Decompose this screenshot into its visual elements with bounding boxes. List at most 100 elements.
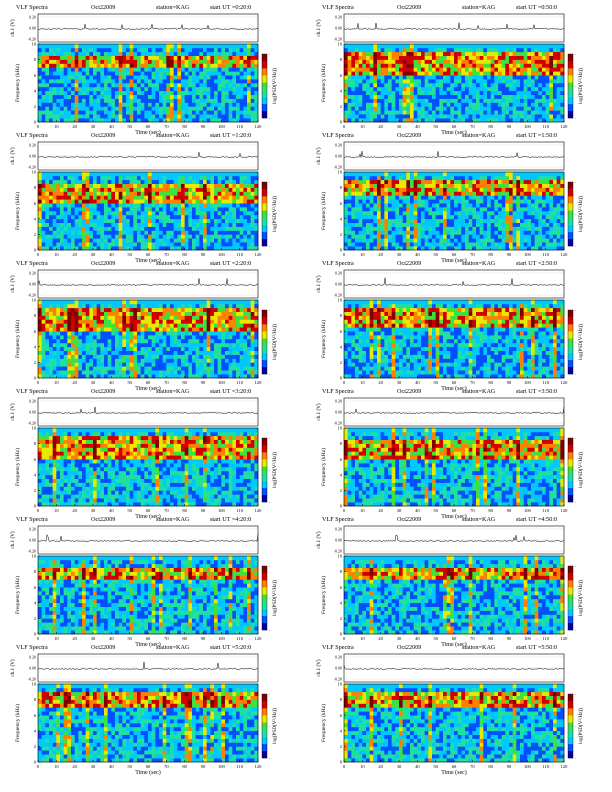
time-tick-label: 30 xyxy=(91,636,96,641)
time-tick-label: 100 xyxy=(524,380,532,385)
colorbar-label: log(PSD(V²/Hz)) xyxy=(577,452,584,488)
spectra-panel: VLF Spectra Oct22009 station=KAG start UT =… xyxy=(8,516,286,648)
colorbar-tick-label: - xyxy=(269,340,271,345)
time-tick-label: 70 xyxy=(470,764,475,769)
time-axis-label: Time (sec) xyxy=(135,385,161,392)
time-tick-label: 80 xyxy=(182,380,187,385)
time-tick-label: 40 xyxy=(109,636,114,641)
time-tick-label: 30 xyxy=(397,764,402,769)
colorbar-tick-label: - xyxy=(269,500,271,505)
colorbar: ---log(PSD(V²/Hz)) xyxy=(261,436,278,505)
amplitude-tick-label: 0.20 xyxy=(29,399,36,404)
panel-station: station=KAG xyxy=(462,516,496,523)
time-axis-label: Time (sec) xyxy=(441,513,467,520)
frequency-tick-label: 6 xyxy=(340,457,343,462)
colorbar-tick-label: - xyxy=(575,340,577,345)
time-tick-label: 110 xyxy=(542,124,549,129)
colorbar-tick-label: - xyxy=(269,116,271,121)
time-tick-label: 80 xyxy=(182,252,187,257)
frequency-tick-label: 0 xyxy=(340,504,343,509)
colorbar-tick-label: - xyxy=(575,372,577,377)
time-tick-label: 90 xyxy=(201,124,206,129)
spectrogram-svg: 0.20 0.00 -0.20 ch.1 (V) 0 2 4 6 8 10 Frequency (k… xyxy=(315,269,584,392)
panel-date: Oct22009 xyxy=(91,388,116,395)
colorbar: ---log(PSD(V²/Hz)) xyxy=(567,52,584,121)
colorbar-tick-label: - xyxy=(269,372,271,377)
colorbar-tick-label: - xyxy=(269,468,271,473)
time-tick-label: 80 xyxy=(182,636,187,641)
colorbar-label: log(PSD(V²/Hz)) xyxy=(577,580,584,616)
time-tick-label: 0 xyxy=(37,252,40,257)
colorbar-tick-label: - xyxy=(269,308,271,313)
frequency-axis-label: Frequency (kHz) xyxy=(320,64,327,102)
time-tick-label: 70 xyxy=(164,380,169,385)
amplitude-trace xyxy=(37,406,259,414)
amplitude-trace xyxy=(343,22,565,31)
time-tick-label: 30 xyxy=(91,508,96,513)
time-tick-label: 70 xyxy=(164,508,169,513)
time-axis-label: Time (sec) xyxy=(441,385,467,392)
time-tick-label: 90 xyxy=(201,508,206,513)
amplitude-tick-label: -0.20 xyxy=(28,421,36,426)
time-tick-label: 0 xyxy=(343,380,346,385)
amplitude-tick-label: 0.00 xyxy=(335,26,342,31)
panel-start-time: start UT =4:50:0 xyxy=(516,516,558,523)
colorbar: ---log(PSD(V²/Hz)) xyxy=(567,308,584,377)
spectra-panel: VLF Spectra Oct22009 station=KAG start UT =… xyxy=(314,132,592,264)
time-tick-label: 120 xyxy=(561,764,569,769)
colorbar-tick-label: - xyxy=(269,692,271,697)
amplitude-tick-label: 0.20 xyxy=(29,271,36,276)
amplitude-strip: 0.20 0.00 -0.20 ch.1 (V) xyxy=(315,269,565,299)
time-tick-label: 110 xyxy=(542,508,549,513)
amplitude-axis-label: ch.1 (V) xyxy=(9,147,16,165)
time-tick-label: 0 xyxy=(343,508,346,513)
time-tick-label: 0 xyxy=(37,636,40,641)
panel-start-time: start UT =3:20:0 xyxy=(210,388,252,395)
frequency-tick-label: 4 xyxy=(340,728,343,733)
time-tick-label: 80 xyxy=(488,764,493,769)
time-tick-label: 30 xyxy=(397,380,402,385)
time-tick-label: 20 xyxy=(72,252,77,257)
frequency-axis-label: Frequency (kHz) xyxy=(320,704,327,742)
colorbar-tick-label: - xyxy=(575,500,577,505)
frequency-axis-label: Frequency (kHz) xyxy=(14,576,21,614)
time-tick-label: 60 xyxy=(146,252,151,257)
time-tick-label: 100 xyxy=(218,764,226,769)
panel-title: VLF Spectra xyxy=(16,132,48,139)
time-tick-label: 30 xyxy=(91,764,96,769)
spectra-panel: VLF Spectra Oct22009 station=KAG start UT =… xyxy=(8,260,286,392)
colorbar-tick-label: - xyxy=(575,756,577,761)
time-tick-label: 100 xyxy=(524,508,532,513)
amplitude-tick-label: 0.20 xyxy=(29,655,36,660)
frequency-tick-label: 2 xyxy=(340,104,342,109)
colorbar-tick-label: - xyxy=(269,628,271,633)
time-tick-label: 80 xyxy=(488,508,493,513)
frequency-tick-label: 2 xyxy=(340,488,342,493)
amplitude-tick-label: 0.20 xyxy=(335,655,342,660)
time-axis-label: Time (sec) xyxy=(441,129,467,136)
amplitude-strip: 0.20 0.00 -0.20 ch.1 (V) xyxy=(315,653,565,683)
time-tick-label: 110 xyxy=(542,380,549,385)
amplitude-tick-label: -0.20 xyxy=(28,549,36,554)
frequency-tick-label: 0 xyxy=(34,504,37,509)
amplitude-tick-label: 0.00 xyxy=(29,26,36,31)
frequency-tick-label: 6 xyxy=(34,329,37,334)
time-tick-label: 120 xyxy=(255,508,263,513)
time-tick-label: 70 xyxy=(470,380,475,385)
amplitude-strip: 0.20 0.00 -0.20 ch.1 (V) xyxy=(9,397,259,427)
frequency-axis-label: Frequency (kHz) xyxy=(14,192,21,230)
colorbar-label: log(PSD(V²/Hz)) xyxy=(271,68,278,104)
amplitude-strip: 0.20 0.00 -0.20 ch.1 (V) xyxy=(315,525,565,555)
panel-date: Oct22009 xyxy=(397,260,422,267)
amplitude-tick-label: 0.00 xyxy=(335,282,342,287)
amplitude-strip: 0.20 0.00 -0.20 ch.1 (V) xyxy=(9,141,259,171)
frequency-tick-label: 10 xyxy=(32,682,37,687)
panel-station: station=KAG xyxy=(156,260,190,267)
frequency-tick-label: 0 xyxy=(340,632,343,637)
time-tick-label: 50 xyxy=(127,380,132,385)
time-tick-label: 100 xyxy=(524,124,532,129)
frequency-tick-label: 4 xyxy=(340,472,343,477)
frequency-tick-label: 2 xyxy=(340,616,342,621)
time-tick-label: 90 xyxy=(507,636,512,641)
time-tick-label: 0 xyxy=(37,764,40,769)
